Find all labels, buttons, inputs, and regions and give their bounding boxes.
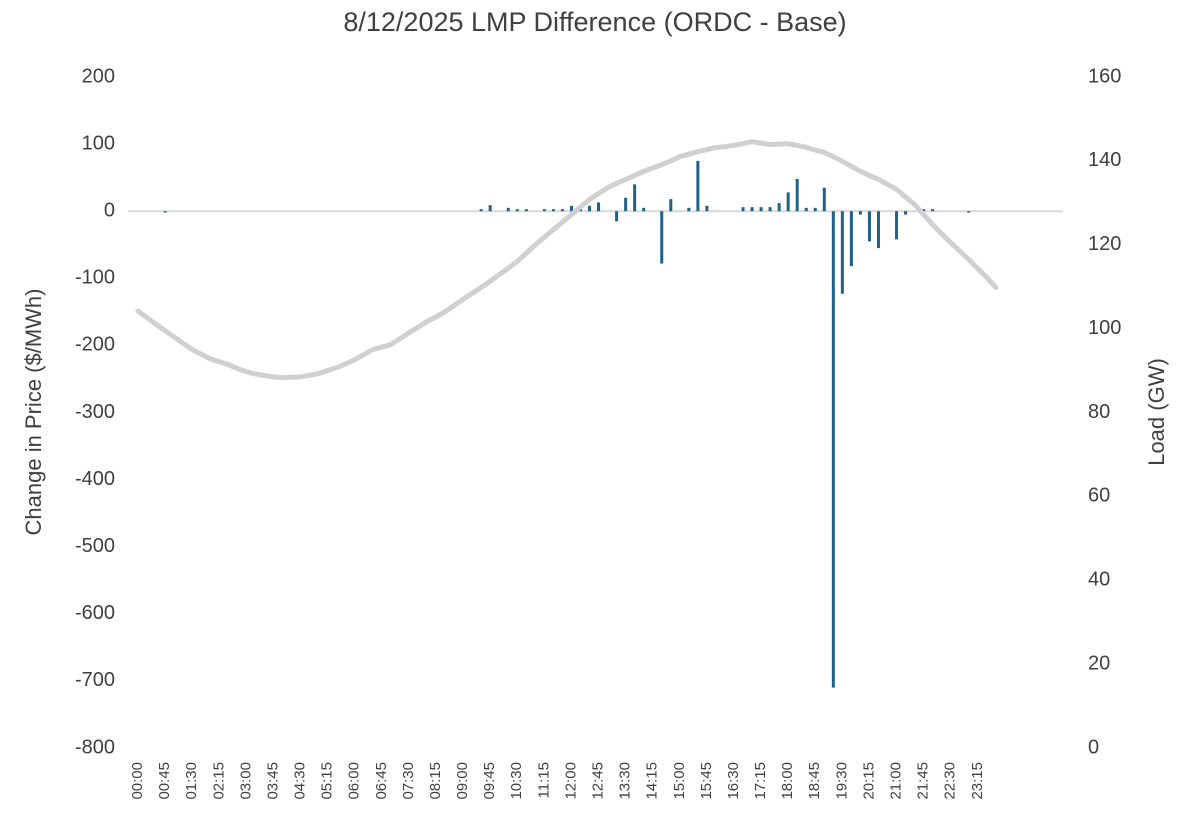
bar (904, 211, 908, 215)
bar (569, 205, 573, 212)
bar (786, 192, 790, 212)
x-tick-label: 20:15 (860, 762, 877, 800)
x-tick-label: 09:00 (454, 762, 471, 800)
x-tick-label: 10:30 (508, 762, 525, 800)
x-tick-label: 21:45 (915, 762, 932, 800)
x-tick-label: 15:00 (671, 762, 688, 800)
bar (633, 184, 637, 212)
bar (840, 211, 844, 294)
x-tick-label: 16:30 (725, 762, 742, 800)
x-tick-label: 00:00 (129, 762, 146, 800)
bar (542, 209, 546, 212)
bar (768, 207, 772, 212)
bar (895, 211, 899, 240)
x-tick-label: 14:15 (644, 762, 661, 800)
x-tick-label: 06:45 (373, 762, 390, 800)
bar (551, 209, 555, 212)
bar (741, 207, 745, 212)
bar (615, 211, 619, 222)
y2-tick-label: 140 (1088, 149, 1121, 171)
x-tick-label: 19:30 (833, 762, 850, 800)
x-tick-label: 00:45 (156, 762, 173, 800)
x-tick-label: 08:15 (427, 762, 444, 800)
x-tick-label: 18:45 (806, 762, 823, 800)
bar (804, 207, 808, 212)
y2-tick-label: 60 (1088, 485, 1110, 507)
bar (795, 178, 799, 212)
y2-tick-label: 160 (1088, 65, 1121, 87)
x-tick-label: 09:45 (481, 762, 498, 800)
x-tick-label: 12:45 (590, 762, 607, 800)
y-tick-label: -100 (75, 267, 115, 289)
bar (858, 211, 862, 215)
x-tick-label: 11:15 (535, 762, 552, 798)
x-tick-label: 02:15 (210, 762, 227, 800)
y-tick-label: -200 (75, 334, 115, 356)
bar (777, 203, 781, 212)
bar (931, 209, 935, 212)
y2-tick-label: 80 (1088, 401, 1110, 423)
y-tick-label: 0 (104, 199, 115, 221)
y2-tick-label: 100 (1088, 317, 1121, 339)
x-tick-label: 05:15 (319, 762, 336, 800)
x-tick-label: 21:00 (888, 762, 905, 800)
y-tick-label: -400 (75, 468, 115, 490)
bar (876, 211, 880, 249)
bar (515, 209, 519, 212)
bar (163, 211, 167, 213)
bar (597, 202, 601, 212)
x-tick-label: 03:45 (264, 762, 281, 800)
x-tick-label: 03:00 (237, 762, 254, 800)
x-tick-label: 04:30 (292, 762, 309, 800)
y2-tick-label: 0 (1088, 736, 1099, 758)
bar (479, 209, 483, 212)
y-tick-label: -500 (75, 535, 115, 557)
y2-axis-label: Load (GW) (1144, 358, 1169, 466)
y2-tick-label: 120 (1088, 233, 1121, 255)
x-tick-label: 01:30 (183, 762, 200, 800)
bar (488, 205, 492, 212)
bar (849, 211, 853, 267)
x-tick-label: 15:45 (698, 762, 715, 800)
bar (524, 209, 528, 212)
y-tick-label: -700 (75, 669, 115, 691)
bar (588, 205, 592, 212)
bar (624, 197, 628, 212)
bar (759, 207, 763, 212)
y2-tick-label: 40 (1088, 569, 1110, 591)
y-tick-label: -800 (75, 736, 115, 758)
bar (660, 211, 664, 264)
y-tick-label: 100 (82, 132, 115, 154)
x-tick-label: 23:15 (969, 762, 986, 800)
bar (967, 211, 971, 213)
bar (922, 209, 926, 212)
x-tick-label: 12:00 (562, 762, 579, 800)
x-tick-label: 22:30 (942, 762, 959, 800)
y-tick-label: -300 (75, 401, 115, 423)
bar (560, 209, 564, 212)
bar (822, 187, 826, 212)
bar (813, 207, 817, 212)
x-tick-label: 07:30 (400, 762, 417, 800)
bar (750, 207, 754, 212)
load-line (135, 139, 999, 381)
y-tick-label: -600 (75, 602, 115, 624)
bar (506, 207, 510, 212)
bar (696, 160, 700, 212)
bar (669, 199, 673, 212)
bar (642, 207, 646, 212)
chart-title: 8/12/2025 LMP Difference (ORDC - Base) (343, 7, 846, 37)
y-tick-label: 200 (82, 65, 115, 87)
bar (705, 205, 709, 212)
x-tick-label: 17:15 (752, 762, 769, 800)
y2-tick-label: 20 (1088, 652, 1110, 674)
x-tick-label: 06:00 (346, 762, 363, 800)
y-axis-label: Change in Price ($/MWh) (21, 289, 46, 536)
x-tick-label: 18:00 (779, 762, 796, 800)
x-tick-label: 13:30 (617, 762, 634, 800)
bar (831, 211, 835, 688)
bar (867, 211, 871, 242)
bar (687, 207, 691, 212)
